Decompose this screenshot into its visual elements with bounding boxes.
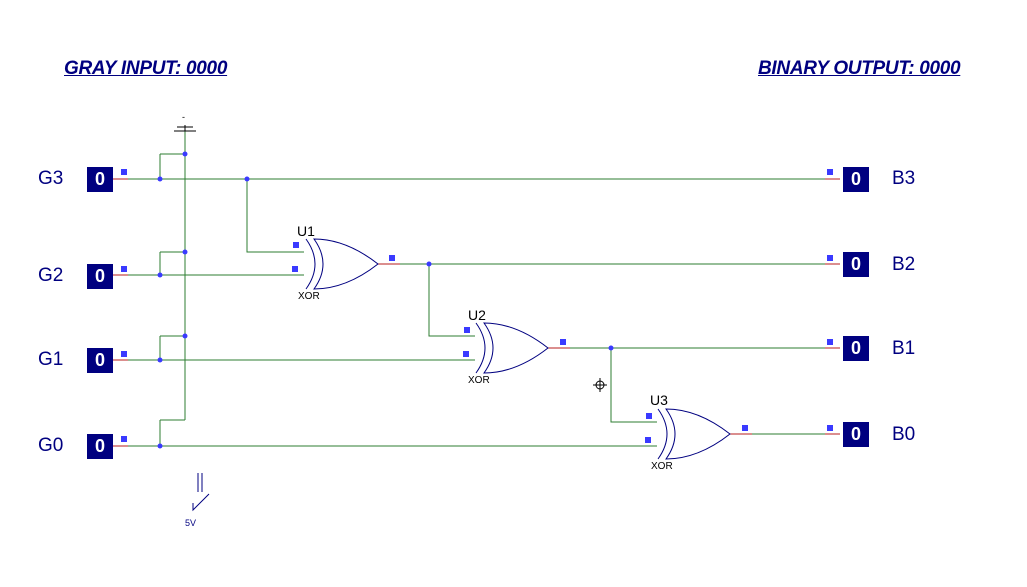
xor-gate-u2[interactable] xyxy=(475,322,549,374)
input-label-g1: G1 xyxy=(38,349,64,370)
input-toggle-g0[interactable]: 0 xyxy=(87,434,113,459)
output-label-b3: B3 xyxy=(892,168,916,189)
input-label-g0: G0 xyxy=(38,435,64,456)
gate-ref-u1: U1 xyxy=(297,223,315,239)
g0-bus-link xyxy=(159,419,185,446)
gray-input-title: GRAY INPUT: 0000 xyxy=(64,58,228,79)
output-probe-b1: 0 xyxy=(843,336,869,361)
gate-type-u3: XOR xyxy=(651,461,673,472)
binary-output-title: BINARY OUTPUT: 0000 xyxy=(758,58,961,79)
output-probe-b3: 0 xyxy=(843,167,869,192)
gate-type-u1: XOR xyxy=(298,291,320,302)
input-label-g3: G3 xyxy=(38,168,64,189)
pin-stubs xyxy=(113,178,840,447)
supply-symbol xyxy=(192,473,210,512)
output-probe-b0: 0 xyxy=(843,422,869,447)
g3-u1-wire xyxy=(246,179,304,253)
crosshair-icon xyxy=(593,378,607,392)
xor-gate-u1[interactable] xyxy=(305,238,379,290)
ground-symbol xyxy=(174,125,196,132)
wires xyxy=(113,131,840,447)
supply-label: 5V xyxy=(185,518,197,528)
g2-bus-link xyxy=(159,251,185,275)
input-label-g2: G2 xyxy=(38,265,64,286)
gate-type-u2: XOR xyxy=(468,375,490,386)
ground-label: - xyxy=(182,112,185,122)
g1-bus-link xyxy=(159,335,185,360)
junction-dots xyxy=(157,151,614,449)
gate-ref-u3: U3 xyxy=(650,392,668,408)
output-label-b2: B2 xyxy=(892,254,916,275)
u2-u3-wire xyxy=(610,348,657,423)
output-probe-b2: 0 xyxy=(843,252,869,277)
gate-ref-u2: U2 xyxy=(468,307,486,323)
output-label-b0: B0 xyxy=(892,424,916,445)
input-toggle-g3[interactable]: 0 xyxy=(87,167,113,192)
u1-u2-wire xyxy=(428,264,475,337)
pin-squares xyxy=(121,169,833,443)
input-toggle-g1[interactable]: 0 xyxy=(87,348,113,373)
output-label-b1: B1 xyxy=(892,338,916,359)
input-toggle-g2[interactable]: 0 xyxy=(87,264,113,289)
xor-gate-u3[interactable] xyxy=(657,408,731,460)
